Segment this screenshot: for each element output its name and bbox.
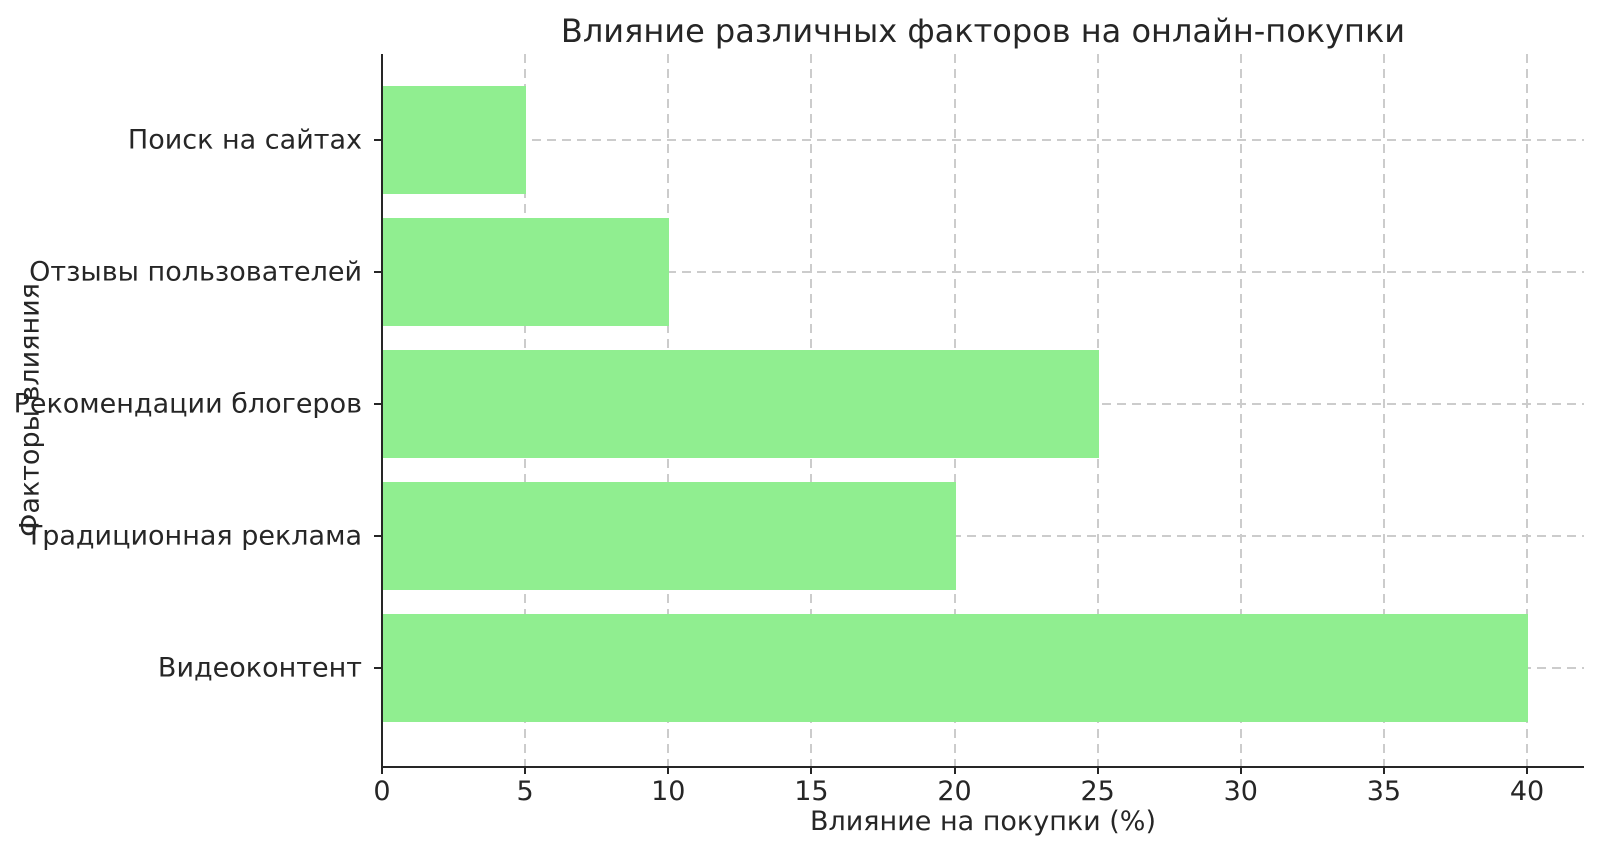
x-tick-label: 5 [516, 776, 534, 807]
x-tick-mark [381, 766, 383, 774]
grid-line-vertical [1239, 54, 1242, 766]
chart-title: Влияние различных факторов на онлайн-пок… [560, 12, 1406, 50]
x-tick-label: 25 [1080, 776, 1115, 807]
x-tick-label: 15 [794, 776, 829, 807]
y-tick-mark [374, 535, 382, 537]
x-tick-mark [1239, 766, 1242, 774]
bar [383, 482, 956, 590]
category-label: Традиционная реклама [25, 520, 362, 552]
bar [383, 614, 1528, 722]
bar [383, 218, 670, 326]
grid-line-vertical [1382, 54, 1385, 766]
x-tick-mark [524, 766, 527, 774]
x-tick-mark [953, 766, 956, 774]
category-label: Поиск на сайтах [127, 124, 362, 156]
grid-line-vertical [1526, 54, 1528, 766]
bar [383, 86, 527, 194]
x-tick-mark [667, 766, 670, 774]
y-tick-mark [374, 403, 382, 405]
x-tick-label: 0 [373, 776, 391, 807]
y-tick-mark [374, 139, 382, 141]
bar [383, 350, 1099, 458]
x-tick-mark [1382, 766, 1385, 774]
y-axis-spine [381, 54, 383, 768]
y-tick-mark [374, 271, 382, 273]
x-tick-label: 20 [937, 776, 972, 807]
x-tick-mark [810, 766, 813, 774]
category-label: Отзывы пользователей [29, 256, 362, 288]
x-tick-label: 30 [1223, 776, 1258, 807]
x-axis-label: Влияние на покупки (%) [809, 806, 1157, 837]
x-tick-mark [1526, 766, 1528, 774]
x-tick-mark [1096, 766, 1099, 774]
x-tick-label: 40 [1509, 776, 1545, 807]
x-axis-spine [381, 766, 1584, 768]
x-tick-label: 35 [1366, 776, 1402, 807]
category-label: Рекомендации блогеров [13, 388, 362, 420]
grid-line-horizontal [382, 535, 1584, 537]
grid-line-horizontal [382, 271, 1584, 273]
category-label: Видеоконтент [157, 652, 362, 684]
y-tick-mark [374, 667, 382, 669]
grid-line-horizontal [382, 139, 1584, 141]
x-tick-label: 10 [651, 776, 686, 807]
